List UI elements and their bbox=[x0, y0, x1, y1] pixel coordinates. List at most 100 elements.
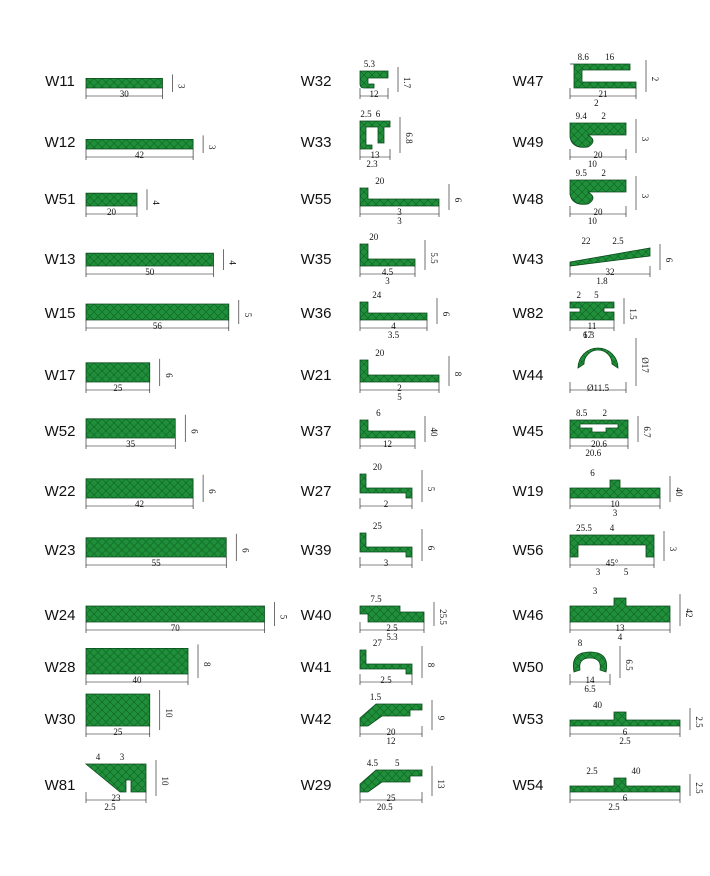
dimension-label: 5 bbox=[243, 313, 253, 318]
profile-code: W53 bbox=[513, 711, 544, 728]
profile-code: W27 bbox=[301, 483, 332, 500]
profile-shape bbox=[359, 473, 413, 499]
profile-w44: W44 Ø11.5 Ø17 6.3 bbox=[513, 330, 650, 393]
dimension-label: 2.5 bbox=[694, 782, 704, 794]
profile-shape bbox=[359, 120, 391, 150]
profile-w82: W82 11 1.5 2 17 5 bbox=[513, 290, 638, 340]
dimension-label: 9 bbox=[436, 716, 446, 721]
dimension-label: 3 bbox=[397, 216, 402, 226]
dimension-label: 3 bbox=[207, 145, 217, 150]
dimension-label: 40 bbox=[593, 700, 603, 710]
dimension-label: 20 bbox=[375, 176, 385, 186]
profile-shape bbox=[84, 763, 147, 793]
profile-w37: W37 12 40 6 bbox=[301, 408, 439, 449]
profile-code: W23 bbox=[45, 542, 76, 559]
profile-shape bbox=[359, 605, 425, 623]
profile-w56: W56 45° 3 25.5 3 4 5 bbox=[513, 523, 678, 577]
dimension-label: 10 bbox=[588, 159, 598, 169]
profile-shape bbox=[569, 597, 671, 623]
dimension-label: 2 bbox=[601, 168, 606, 178]
profile-w15: W15 56 5 bbox=[45, 300, 253, 331]
dimension-label: 5 bbox=[279, 615, 289, 620]
dimension-label: 20 bbox=[369, 232, 379, 242]
dimension-label: 20 bbox=[373, 462, 383, 472]
profile-w23: W23 55 6 bbox=[45, 533, 250, 568]
profile-w40: W40 2.5 25.5 7.5 5.3 bbox=[301, 594, 448, 642]
dimension-label: Ø17 bbox=[640, 357, 650, 373]
dimension-label: 4 bbox=[618, 632, 623, 642]
profile-w51: W51 20 4 bbox=[45, 189, 161, 217]
dimension-label: 20 bbox=[107, 207, 117, 217]
dimension-label: 13 bbox=[436, 780, 446, 790]
dimension-label: 3 bbox=[177, 84, 187, 89]
dimension-label: 20 bbox=[375, 348, 385, 358]
dimension-label: 3.5 bbox=[388, 330, 400, 340]
dimension-label: 50 bbox=[145, 267, 155, 277]
profile-w48: W48 20 3 9.5 10 2 bbox=[513, 168, 650, 226]
profile-w35: W35 4.5 5.5 20 3 bbox=[301, 232, 439, 286]
dimension-label: 55 bbox=[152, 558, 162, 568]
profile-shape bbox=[359, 187, 440, 207]
dimension-label: 2.5 bbox=[586, 766, 598, 776]
dimension-label: 7.5 bbox=[370, 594, 382, 604]
profile-w55: W55 3 6 20 3 bbox=[301, 176, 463, 226]
dimension-label: 35 bbox=[126, 439, 136, 449]
dimension-label: 2 bbox=[650, 77, 660, 82]
profile-shape bbox=[85, 303, 230, 321]
dimension-label: 42 bbox=[135, 499, 144, 509]
dimension-label: 6 bbox=[441, 312, 451, 317]
profile-shape bbox=[359, 243, 416, 267]
profile-code: W55 bbox=[301, 191, 332, 208]
dimension-label: 6.5 bbox=[624, 659, 634, 671]
dimension-label: 6 bbox=[623, 793, 628, 803]
profile-code: W22 bbox=[45, 483, 76, 500]
profile-w19: W19 10 40 6 3 bbox=[513, 468, 684, 518]
dimension-label: 4.5 bbox=[382, 267, 394, 277]
dimension-label: 5 bbox=[426, 487, 436, 492]
dimension-label: 30 bbox=[120, 89, 130, 99]
profile-shape bbox=[85, 693, 151, 727]
dimension-label: 2.3 bbox=[366, 159, 378, 169]
profile-code: W81 bbox=[45, 777, 76, 794]
dimension-label: 40 bbox=[674, 488, 684, 498]
dimension-label: 2 bbox=[603, 408, 608, 418]
dimension-label: 10 bbox=[588, 216, 598, 226]
dimension-label: 5 bbox=[395, 758, 400, 768]
dimension-label: 25 bbox=[373, 521, 383, 531]
dimension-label: 3 bbox=[640, 194, 650, 199]
profile-w43: W43 32 6 22 1.8 2.5 bbox=[513, 236, 674, 286]
profile-code: W39 bbox=[301, 542, 332, 559]
profile-code: W45 bbox=[513, 423, 544, 440]
profile-shape bbox=[359, 532, 413, 558]
dimension-label: 1.5 bbox=[628, 308, 638, 320]
dimension-label: 70 bbox=[171, 623, 181, 633]
dimension-label: 8 bbox=[426, 663, 436, 668]
profile-code: W51 bbox=[45, 191, 76, 208]
dimension-label: 4.5 bbox=[367, 758, 379, 768]
dimension-label: 5 bbox=[594, 290, 599, 300]
profile-code: W36 bbox=[301, 305, 332, 322]
profile-shape bbox=[85, 192, 138, 207]
dimension-label: 25 bbox=[387, 793, 397, 803]
dimension-label: 3 bbox=[593, 586, 598, 596]
profile-w30: W30 25 10 bbox=[45, 690, 174, 737]
profile-shape bbox=[577, 347, 619, 369]
dimension-label: 2.5 bbox=[104, 802, 116, 812]
dimension-label: 12 bbox=[387, 736, 396, 746]
dimension-label: 2 bbox=[397, 383, 402, 393]
profile-shape bbox=[572, 651, 608, 673]
profile-shape bbox=[359, 649, 413, 675]
dimension-label: 2.5 bbox=[694, 716, 704, 728]
dimension-label: 20 bbox=[594, 207, 604, 217]
profile-code: W17 bbox=[45, 367, 76, 384]
dimension-label: 13 bbox=[371, 150, 381, 160]
dimension-label: 8 bbox=[202, 662, 212, 667]
dimension-label: 8.5 bbox=[576, 408, 588, 418]
dimension-label: 6 bbox=[664, 258, 674, 263]
profile-shape bbox=[569, 179, 627, 205]
profile-shape bbox=[569, 122, 627, 148]
profile-shape bbox=[570, 63, 637, 89]
